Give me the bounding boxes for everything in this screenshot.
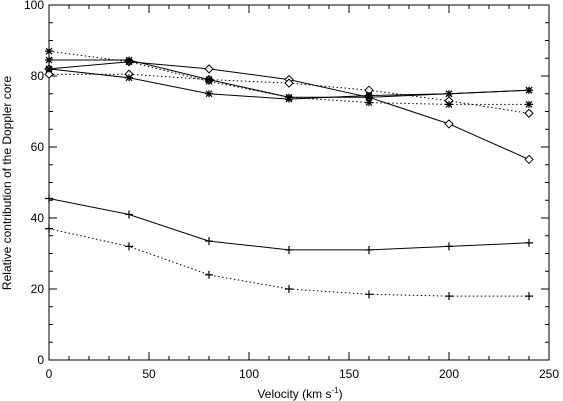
x-tick-label: 50 xyxy=(142,367,156,381)
y-tick-label: 100 xyxy=(24,0,44,12)
series-4 xyxy=(45,47,533,108)
data-point-asterisk xyxy=(205,77,213,85)
data-point-diamond xyxy=(524,108,534,118)
plot-area xyxy=(48,4,550,361)
series-5 xyxy=(45,194,533,254)
x-axis-label-main: Velocity (km s xyxy=(257,387,331,401)
x-axis-label-sup: -1 xyxy=(331,386,339,395)
data-point-plus xyxy=(285,245,293,254)
data-point-asterisk xyxy=(45,65,53,73)
x-tick-label: 150 xyxy=(339,367,359,381)
data-point-asterisk xyxy=(125,74,133,82)
series-6 xyxy=(45,224,533,301)
x-tick-label: 200 xyxy=(439,367,459,381)
data-point-plus xyxy=(445,292,453,301)
x-tick-label: 250 xyxy=(539,367,559,381)
x-tick-label: 0 xyxy=(46,367,53,381)
data-point-diamond xyxy=(444,119,454,129)
data-point-plus xyxy=(45,194,53,203)
y-tick-label: 80 xyxy=(31,69,45,83)
data-point-asterisk xyxy=(365,92,373,100)
y-axis-label: Relative contribution of the Doppler cor… xyxy=(0,76,14,290)
data-point-plus xyxy=(285,285,293,293)
data-point-asterisk xyxy=(45,56,53,64)
data-point-asterisk xyxy=(45,47,53,55)
y-tick-label: 20 xyxy=(31,282,45,296)
y-tick-label: 40 xyxy=(31,211,45,225)
data-point-asterisk xyxy=(445,100,453,108)
data-point-diamond xyxy=(284,78,294,88)
data-point-plus xyxy=(525,238,533,247)
x-axis-label-end: ) xyxy=(339,387,343,401)
data-point-diamond xyxy=(204,64,214,74)
data-point-asterisk xyxy=(365,99,373,107)
data-point-plus xyxy=(45,224,53,233)
data-point-asterisk xyxy=(525,86,533,94)
data-point-plus xyxy=(205,270,213,279)
data-point-plus xyxy=(525,292,533,301)
data-point-diamond xyxy=(44,69,54,79)
y-tick-label: 0 xyxy=(37,353,44,367)
data-point-plus xyxy=(365,290,373,299)
series-layer xyxy=(44,47,534,301)
x-axis-label: Velocity (km s-1) xyxy=(257,386,342,401)
data-point-asterisk xyxy=(445,90,453,98)
data-point-plus xyxy=(205,237,213,246)
data-point-asterisk xyxy=(125,58,133,66)
data-point-plus xyxy=(125,242,133,251)
data-point-plus xyxy=(365,245,373,254)
data-point-asterisk xyxy=(285,93,293,101)
data-point-plus xyxy=(445,242,453,251)
x-tick-label: 100 xyxy=(239,367,259,381)
plot-frame xyxy=(48,4,550,361)
data-point-asterisk xyxy=(205,90,213,98)
series-line xyxy=(48,198,530,251)
x-axis: 0 50 100 150 200 250 xyxy=(46,5,559,381)
series-0 xyxy=(44,57,534,165)
data-point-asterisk xyxy=(525,100,533,108)
data-point-plus xyxy=(125,210,133,219)
data-point-diamond xyxy=(524,154,534,165)
y-axis: 0 20 40 60 80 100 xyxy=(24,0,549,367)
y-tick-label: 60 xyxy=(31,140,45,154)
